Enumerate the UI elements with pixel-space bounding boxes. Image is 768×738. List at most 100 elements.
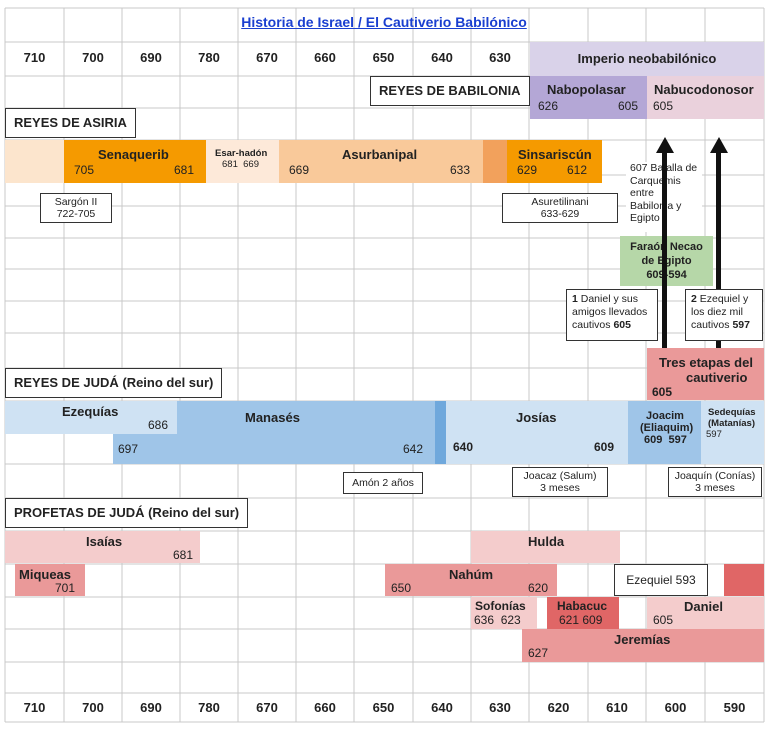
carquemis-line-4: Babilonia y (630, 199, 682, 212)
asuretilinani-note: Asuretilinani 633-629 (502, 193, 618, 223)
amon-note: Amón 2 años (343, 472, 423, 494)
josias-start: 640 (453, 440, 474, 454)
top-year-label: 660 (314, 50, 336, 65)
assyria-kings-label: REYES DE ASIRIA (5, 108, 136, 138)
daniel-callout-num: 1 (572, 293, 578, 305)
jeremias-start: 627 (528, 646, 549, 660)
top-year-label: 670 (256, 50, 278, 65)
sinsariscun-bar: Sinsariscún 629 612 (507, 140, 602, 183)
ezequiel-callout-text-3: cautivos (691, 319, 733, 331)
carquemis-line-5: Egipto (630, 212, 660, 224)
juda-kings-label: REYES DE JUDÁ (Reino del sur) (5, 368, 223, 398)
asuretilinani-bar (483, 140, 507, 183)
habacuc-years: 621 609 (559, 613, 603, 627)
bottom-year-label: 610 (606, 700, 628, 715)
josias-end: 609 (594, 440, 615, 454)
bottom-year-label: 690 (140, 700, 162, 715)
tres-etapas-box: Tres etapas del cautiverio 605 (647, 348, 764, 400)
daniel-callout-year: 605 (613, 319, 631, 331)
arrow-daniel-icon (656, 137, 674, 153)
ezequias-name: Ezequías (62, 404, 119, 419)
tres-etapas-year: 605 (652, 385, 673, 399)
bottom-year-label: 640 (431, 700, 453, 715)
ezequias-bar-bottom: 697 (113, 434, 177, 464)
assyria-lead-bar (5, 140, 64, 183)
joacaz-name: Joacaz (Salum) (523, 470, 597, 482)
bottom-year-label: 710 (23, 700, 46, 715)
carquemis-line-2: Carquemis (630, 174, 681, 187)
page-title[interactable]: Historia de Israel / El Cautiverio Babil… (241, 14, 527, 30)
bottom-year-label: 660 (314, 700, 336, 715)
manases-end: 642 (403, 442, 424, 456)
senaquerib-start: 705 (74, 163, 95, 177)
daniel-callout-text-3: cautivos (572, 319, 614, 331)
miqueas-bar: Miqueas 701 (15, 564, 85, 596)
arrow-ezequiel-shaft (716, 152, 721, 349)
tres-etapas-line-2: cautiverio (686, 370, 748, 385)
miqueas-end: 701 (55, 581, 76, 595)
sofonias-years: 636 623 (474, 613, 521, 627)
asurbanipal-bar: Asurbanipal 669 633 (279, 140, 483, 183)
bottom-year-label: 600 (664, 700, 687, 715)
bottom-year-label: 620 (547, 700, 570, 715)
bottom-year-label: 700 (82, 700, 104, 715)
sinsariscun-start: 629 (517, 163, 538, 177)
sofonias-bar: Sofonías 636 623 (471, 597, 537, 629)
nahum-start: 650 (391, 581, 412, 595)
empire-header: Imperio neobabilónico (530, 42, 764, 76)
ezequiel-bar (724, 564, 764, 596)
daniel-name: Daniel (684, 599, 724, 614)
asuretilinani-years: 633-629 (540, 208, 580, 220)
top-year-label: 690 (140, 50, 162, 65)
nabopolasar-end: 605 (618, 99, 639, 113)
asurbanipal-name: Asurbanipal (342, 147, 418, 162)
bottom-year-label: 780 (198, 700, 220, 715)
daniel-start: 605 (653, 613, 674, 627)
nahum-name: Nahúm (449, 567, 494, 582)
bottom-year-label: 630 (489, 700, 511, 715)
ezequiel-note: Ezequiel 593 (614, 564, 708, 596)
ezequias-bar-top: Ezequías 686 (5, 401, 177, 434)
top-year-label: 700 (82, 50, 104, 65)
sargon-years: 722-705 (56, 208, 96, 220)
bottom-year-label: 650 (372, 700, 395, 715)
nabucodonosor-bar: Nabucodonosor 605 (647, 76, 764, 119)
jeremias-bar: Jeremías 627 (522, 629, 764, 662)
joacaz-duration: 3 meses (540, 482, 580, 494)
joacim-years: 609 597 (644, 434, 687, 446)
top-year-label: 780 (198, 50, 220, 65)
top-year-label: 650 (372, 50, 395, 65)
daniel-bar: Daniel 605 (647, 597, 764, 629)
joacaz-note: Joacaz (Salum) 3 meses (512, 467, 608, 497)
ezequiel-callout-text-1: Ezequiel y (696, 293, 749, 305)
joaquin-note: Joaquín (Conías) 3 meses (668, 467, 762, 497)
senaquerib-name: Senaquerib (98, 147, 169, 162)
habacuc-name: Habacuc (557, 599, 608, 613)
top-year-label: 640 (431, 50, 453, 65)
ezequiel-callout-line-3: cautivos 597 (691, 319, 757, 332)
joacim-alt: (Eliaquim) (640, 422, 694, 434)
sedequias-name: Sedequías (708, 407, 756, 418)
arrow-daniel-shaft (662, 152, 667, 349)
miqueas-name: Miqueas (19, 567, 72, 582)
daniel-callout-text-1: Daniel y sus (577, 293, 638, 305)
amon-bar (435, 401, 446, 464)
bottom-year-label: 670 (256, 700, 278, 715)
sinsariscun-name: Sinsariscún (518, 147, 592, 162)
ezequiel-callout-year: 597 (732, 319, 750, 331)
sedequias-year: 597 (706, 429, 722, 440)
hulda-bar: Hulda (471, 531, 620, 563)
asuretilinani-name: Asuretilinani (531, 196, 589, 208)
josias-name: Josías (516, 410, 557, 425)
sinsariscun-end: 612 (567, 163, 588, 177)
joaquin-name: Joaquín (Conías) (674, 470, 756, 482)
sedequias-alt: (Matanías) (708, 418, 755, 429)
ezequiel-callout: 2 Ezequiel y los diez mil cautivos 597 (685, 289, 763, 341)
top-year-label: 630 (489, 50, 511, 65)
empire-header-label: Imperio neobabilónico (577, 51, 717, 66)
esarhadon-bar: Esar-hadón 681 669 (206, 140, 279, 183)
sargon-note: Sargón II 722-705 (40, 193, 112, 223)
isaias-name: Isaías (86, 534, 123, 549)
ezequiel-callout-line-2: los diez mil (691, 306, 743, 318)
hulda-name: Hulda (528, 534, 565, 549)
